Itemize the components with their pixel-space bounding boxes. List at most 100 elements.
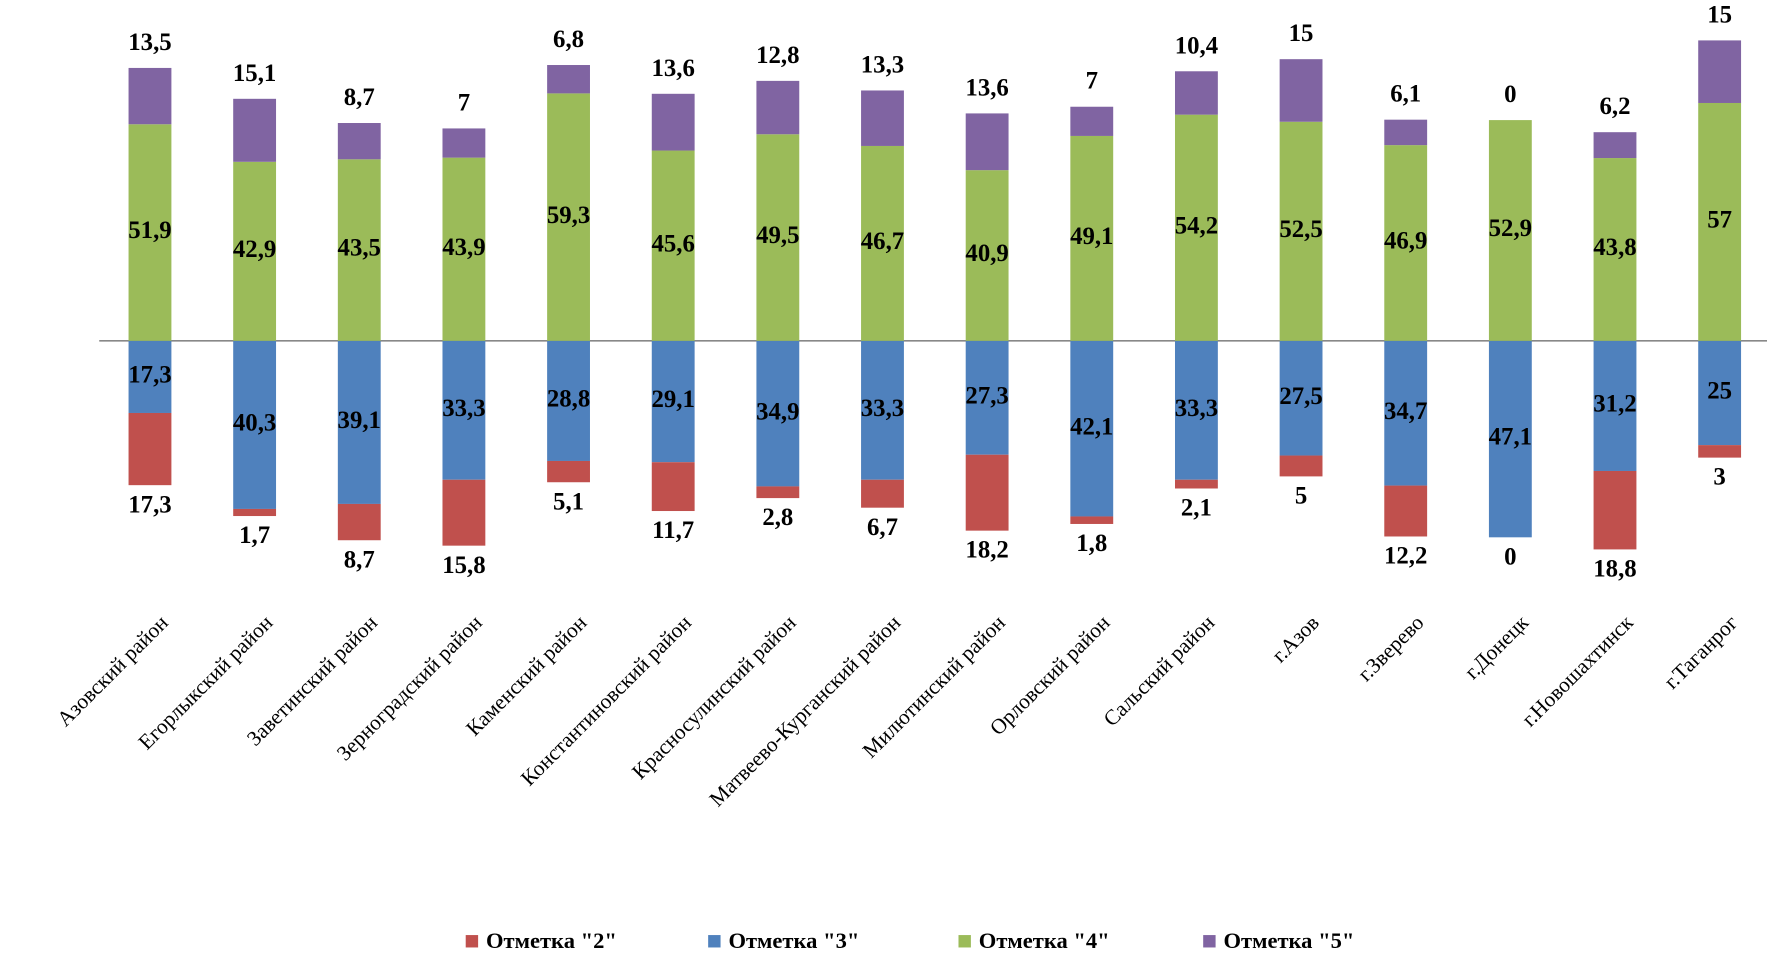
bar-segment <box>1698 102 1742 341</box>
value-label: 6,2 <box>1599 93 1630 120</box>
value-label: 54,2 <box>1175 212 1218 239</box>
bar-segment <box>1593 158 1637 341</box>
value-label: 7 <box>1086 68 1098 95</box>
value-label: 31,2 <box>1593 391 1636 418</box>
value-label: 1,8 <box>1076 530 1107 557</box>
value-label: 13,3 <box>861 51 904 78</box>
value-label: 5 <box>1295 483 1307 510</box>
value-label: 13,5 <box>128 29 171 56</box>
value-label: 17,3 <box>128 491 171 518</box>
value-label: 46,9 <box>1384 228 1427 255</box>
bar-segment <box>1070 106 1114 136</box>
bar-segment <box>1488 120 1532 341</box>
bar-segment <box>965 170 1009 341</box>
value-label: 27,5 <box>1279 383 1322 410</box>
value-label: 59,3 <box>547 202 590 229</box>
bar-segment <box>965 454 1009 531</box>
value-label: 0 <box>1504 81 1516 108</box>
value-label: 47,1 <box>1489 424 1532 451</box>
value-label: 8,7 <box>344 84 375 111</box>
value-label: 49,5 <box>756 222 799 249</box>
value-label: 43,9 <box>442 234 485 261</box>
bar-segment <box>1488 340 1532 538</box>
bar-segment <box>547 93 590 341</box>
value-label: 7 <box>458 89 470 116</box>
bar-segment <box>128 124 172 341</box>
value-label: 46,7 <box>861 228 904 255</box>
value-label: 57 <box>1707 207 1732 234</box>
value-label: 13,6 <box>651 55 694 82</box>
bar-segment <box>233 340 277 509</box>
value-label: 15,8 <box>442 552 485 579</box>
legend-swatch <box>1203 935 1216 948</box>
legend-label: Отметка "2" <box>486 928 617 953</box>
bar-segment <box>1593 470 1637 550</box>
value-label: 12,8 <box>756 42 799 69</box>
bar-segment <box>442 128 486 158</box>
value-label: 25 <box>1707 378 1732 405</box>
value-label: 42,9 <box>233 236 276 263</box>
bar-segment <box>442 340 486 480</box>
bar-segment <box>861 479 904 508</box>
legend-label: Отметка "5" <box>1223 928 1354 953</box>
value-label: 13,6 <box>965 74 1008 101</box>
bar-segment <box>337 340 381 504</box>
bar-segment <box>1698 40 1742 103</box>
bar-segment <box>1279 455 1323 477</box>
bar-segment <box>1593 132 1637 159</box>
bar-segment <box>861 145 904 341</box>
bar-segment <box>756 80 800 135</box>
bar-segment <box>337 123 381 160</box>
value-label: 6,8 <box>553 26 584 53</box>
bar-segment <box>651 93 695 151</box>
value-label: 12,2 <box>1384 543 1427 570</box>
value-label: 34,7 <box>1384 398 1427 425</box>
legend-label: Отметка "4" <box>979 928 1110 953</box>
bar-segment <box>1279 121 1323 341</box>
bar-segment <box>861 90 904 146</box>
value-label: 39,1 <box>338 407 381 434</box>
legend-swatch <box>958 935 971 948</box>
bar-segment <box>233 98 277 162</box>
x-tick-label: г.Новошахтинск <box>1517 610 1638 731</box>
bar-segment <box>442 479 486 546</box>
value-label: 43,5 <box>338 235 381 262</box>
bar-segment <box>1593 340 1637 471</box>
value-label: 40,3 <box>233 410 276 437</box>
legend-swatch <box>708 935 721 948</box>
bar-segment <box>756 340 800 487</box>
value-label: 27,3 <box>965 382 1008 409</box>
bar-segment <box>128 340 172 413</box>
value-label: 42,1 <box>1070 413 1113 440</box>
x-tick-label: Матвеево-Курганский район <box>705 610 906 811</box>
value-label: 6,1 <box>1390 81 1421 108</box>
bar-segment <box>1384 340 1428 486</box>
value-label: 45,6 <box>651 230 694 257</box>
value-label: 40,9 <box>965 240 1008 267</box>
value-label: 15,1 <box>233 60 276 87</box>
bar-segment <box>861 340 904 480</box>
value-label: 8,7 <box>344 546 375 573</box>
value-label: 2,8 <box>762 504 793 531</box>
bar-segment <box>965 113 1009 171</box>
bar-segment <box>651 340 695 463</box>
x-tick-label: г.Таганрог <box>1659 610 1742 693</box>
bar-segment <box>1384 119 1428 146</box>
bar-segment <box>547 460 590 483</box>
value-label: 5,1 <box>553 488 584 515</box>
value-label: 10,4 <box>1175 32 1218 59</box>
bar-segment <box>233 161 277 341</box>
value-label: 1,7 <box>239 522 270 549</box>
bar-segment <box>547 340 590 461</box>
value-label: 34,9 <box>756 398 799 425</box>
value-label: 15 <box>1707 1 1732 28</box>
bar-segment <box>1070 340 1114 517</box>
bar-segment <box>337 503 381 541</box>
bar-segment <box>442 157 486 341</box>
value-label: 15 <box>1289 20 1314 47</box>
bar-segment <box>128 412 172 486</box>
value-label: 28,8 <box>547 386 590 413</box>
value-label: 52,5 <box>1279 216 1322 243</box>
